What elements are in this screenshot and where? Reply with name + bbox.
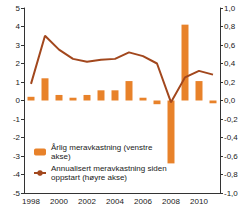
svg-text:0,6: 0,6: [224, 41, 236, 50]
svg-text:-2: -2: [13, 133, 21, 142]
svg-text:2004: 2004: [106, 197, 124, 206]
svg-text:Årlig meravkastning (venstre: Årlig meravkastning (venstre: [51, 143, 155, 152]
svg-text:1998: 1998: [22, 197, 40, 206]
svg-text:0,0: 0,0: [224, 96, 236, 105]
svg-text:Annualisert meravkastning side: Annualisert meravkastning siden: [51, 164, 169, 173]
svg-text:-3: -3: [13, 152, 21, 161]
svg-text:2000: 2000: [50, 197, 68, 206]
svg-text:0: 0: [16, 96, 21, 105]
svg-text:1: 1: [16, 78, 21, 87]
svg-text:-0,4: -0,4: [224, 133, 238, 142]
svg-text:0,8: 0,8: [224, 22, 236, 31]
svg-text:-0,8: -0,8: [224, 170, 238, 179]
svg-text:0,4: 0,4: [224, 59, 236, 68]
svg-text:1,0: 1,0: [224, 4, 236, 13]
svg-text:2002: 2002: [78, 197, 96, 206]
svg-text:-4: -4: [13, 170, 21, 179]
svg-text:-5: -5: [13, 189, 21, 198]
svg-text:2010: 2010: [190, 197, 208, 206]
svg-text:oppstart (høyre akse): oppstart (høyre akse): [51, 173, 127, 182]
svg-text:akse): akse): [51, 152, 71, 161]
svg-text:-0,6: -0,6: [224, 152, 238, 161]
svg-text:4: 4: [16, 22, 21, 31]
svg-text:0,2: 0,2: [224, 78, 236, 87]
svg-text:-1,0: -1,0: [224, 189, 238, 198]
svg-text:2006: 2006: [134, 197, 152, 206]
svg-text:3: 3: [16, 41, 21, 50]
svg-text:-0,2: -0,2: [224, 115, 238, 124]
svg-text:-1: -1: [13, 115, 21, 124]
svg-text:2008: 2008: [162, 197, 180, 206]
svg-text:2: 2: [16, 59, 21, 68]
svg-text:5: 5: [16, 4, 21, 13]
